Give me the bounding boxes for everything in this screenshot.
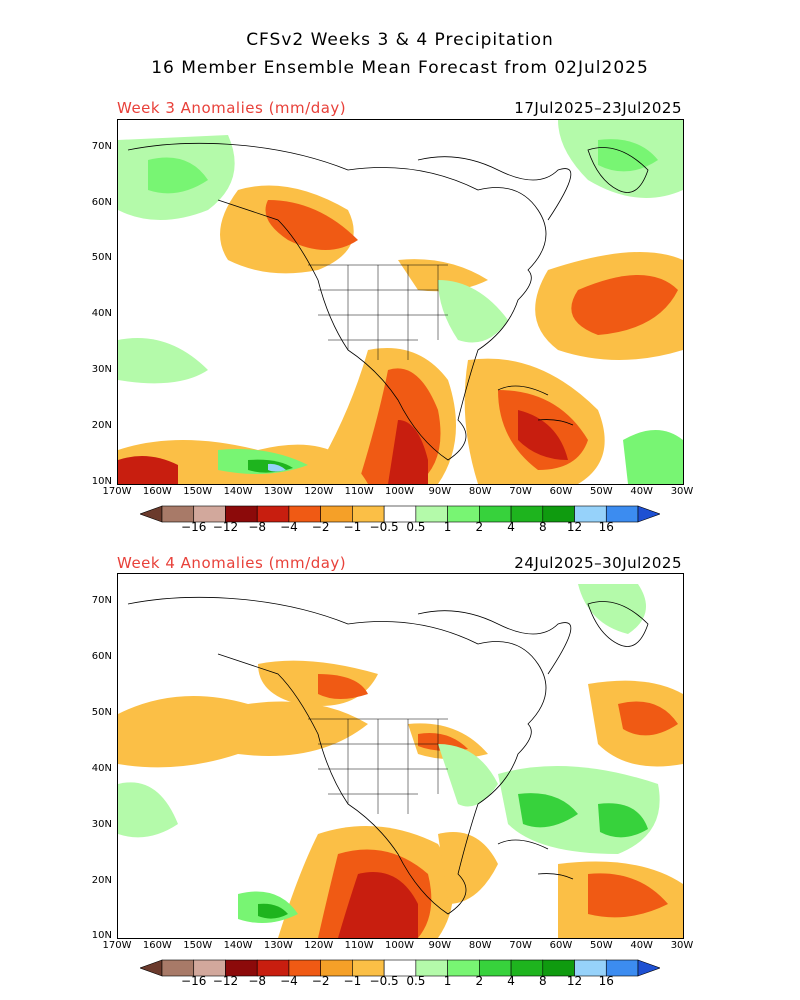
lon-label: 80W bbox=[468, 486, 492, 497]
week3-panel-label: Week 3 Anomalies (mm/day) bbox=[117, 99, 347, 117]
lat-label: 40N bbox=[91, 763, 112, 774]
colorbar-label: 8 bbox=[538, 974, 547, 988]
week3-date-range: 17Jul2025–23Jul2025 bbox=[514, 99, 682, 117]
colorbar-label: 2 bbox=[475, 974, 484, 988]
colorbar-swatch bbox=[140, 505, 163, 523]
week4-panel-label: Week 4 Anomalies (mm/day) bbox=[117, 554, 347, 572]
colorbar-label: 2 bbox=[475, 520, 484, 534]
chart-title-line-2: 16 Member Ensemble Mean Forecast from 02… bbox=[151, 58, 649, 78]
colorbar-label: 4 bbox=[507, 520, 515, 534]
lon-label: 150W bbox=[183, 940, 213, 951]
lon-label: 130W bbox=[263, 486, 293, 497]
lon-label: 60W bbox=[549, 940, 573, 951]
lon-label: 150W bbox=[183, 486, 213, 497]
colorbar-label: −4 bbox=[280, 974, 298, 988]
colorbar-label: −1 bbox=[343, 520, 362, 534]
week4-colorbar bbox=[140, 959, 660, 977]
lat-label: 30N bbox=[91, 819, 112, 830]
colorbar-label: −12 bbox=[212, 520, 239, 534]
lat-label: 20N bbox=[91, 420, 112, 431]
lat-label: 70N bbox=[91, 141, 112, 152]
lon-label: 90W bbox=[428, 940, 452, 951]
week4-map bbox=[117, 573, 684, 939]
lon-label: 30W bbox=[670, 486, 694, 497]
lon-label: 60W bbox=[549, 486, 573, 497]
colorbar-label: −8 bbox=[248, 520, 267, 534]
lon-label: 80W bbox=[468, 940, 492, 951]
colorbar-label: −12 bbox=[212, 974, 239, 988]
lon-label: 100W bbox=[385, 486, 414, 497]
week3-map bbox=[117, 119, 684, 485]
colorbar-swatch bbox=[140, 959, 163, 977]
lat-label: 70N bbox=[91, 595, 112, 606]
lat-label: 30N bbox=[91, 364, 112, 375]
lon-label: 140W bbox=[223, 940, 253, 951]
week3-colorbar bbox=[140, 505, 660, 523]
lon-label: 90W bbox=[428, 486, 452, 497]
colorbar-label: 16 bbox=[598, 974, 614, 988]
lon-label: 120W bbox=[304, 940, 334, 951]
lon-label: 130W bbox=[263, 940, 293, 951]
lon-label: 170W bbox=[102, 486, 132, 497]
chart-title-line-1: CFSv2 Weeks 3 & 4 Precipitation bbox=[246, 30, 554, 50]
colorbar-label: −2 bbox=[311, 520, 330, 534]
colorbar-label: 8 bbox=[538, 520, 547, 534]
colorbar-label: 0.5 bbox=[406, 974, 426, 988]
lon-label: 110W bbox=[344, 940, 374, 951]
colorbar-label: −16 bbox=[181, 974, 207, 988]
lon-label: 30W bbox=[670, 940, 694, 951]
lon-label: 160W bbox=[142, 940, 172, 951]
lon-label: 50W bbox=[589, 486, 613, 497]
colorbar-label: 1 bbox=[443, 974, 452, 988]
lon-label: 70W bbox=[509, 940, 532, 951]
week3-anomaly-fields bbox=[118, 120, 683, 484]
lat-label: 40N bbox=[91, 308, 112, 319]
week4-coastlines bbox=[127, 596, 649, 915]
week4-state-borders bbox=[308, 718, 448, 814]
colorbar-label: −8 bbox=[248, 974, 267, 988]
colorbar-label: −2 bbox=[311, 974, 330, 988]
lat-label: 50N bbox=[91, 707, 112, 718]
colorbar-label: 16 bbox=[598, 520, 614, 534]
lon-label: 140W bbox=[223, 486, 253, 497]
lon-label: 70W bbox=[509, 486, 532, 497]
week3-map-svg bbox=[118, 120, 683, 484]
week3-coastlines bbox=[127, 142, 649, 461]
colorbar-swatch bbox=[637, 505, 660, 523]
colorbar-label: 4 bbox=[507, 974, 515, 988]
lat-label: 60N bbox=[91, 197, 112, 208]
colorbar-label: 12 bbox=[566, 974, 583, 988]
week4-map-svg bbox=[118, 584, 683, 938]
week3-state-borders bbox=[308, 264, 448, 360]
lon-label: 110W bbox=[344, 486, 374, 497]
lon-label: 40W bbox=[630, 486, 653, 497]
lon-label: 100W bbox=[385, 940, 414, 951]
colorbar-label: −1 bbox=[343, 974, 362, 988]
colorbar-label: −4 bbox=[280, 520, 298, 534]
colorbar-label: −0.5 bbox=[369, 520, 399, 534]
lat-label: 10N bbox=[91, 476, 112, 487]
colorbar-label: −0.5 bbox=[369, 974, 399, 988]
colorbar-label: 0.5 bbox=[406, 520, 426, 534]
lon-label: 170W bbox=[102, 940, 132, 951]
colorbar-swatch bbox=[637, 959, 660, 977]
colorbar-label: −16 bbox=[181, 520, 207, 534]
lat-label: 60N bbox=[91, 651, 112, 662]
lat-label: 50N bbox=[91, 252, 112, 263]
week4-anomaly-fields bbox=[118, 584, 683, 938]
lat-label: 10N bbox=[91, 930, 112, 941]
colorbar-label: 12 bbox=[566, 520, 583, 534]
lon-label: 40W bbox=[630, 940, 653, 951]
lon-label: 120W bbox=[304, 486, 334, 497]
colorbar-label: 1 bbox=[443, 520, 452, 534]
lon-label: 160W bbox=[142, 486, 172, 497]
lat-label: 20N bbox=[91, 875, 112, 886]
week4-date-range: 24Jul2025–30Jul2025 bbox=[514, 554, 682, 572]
lon-label: 50W bbox=[589, 940, 613, 951]
